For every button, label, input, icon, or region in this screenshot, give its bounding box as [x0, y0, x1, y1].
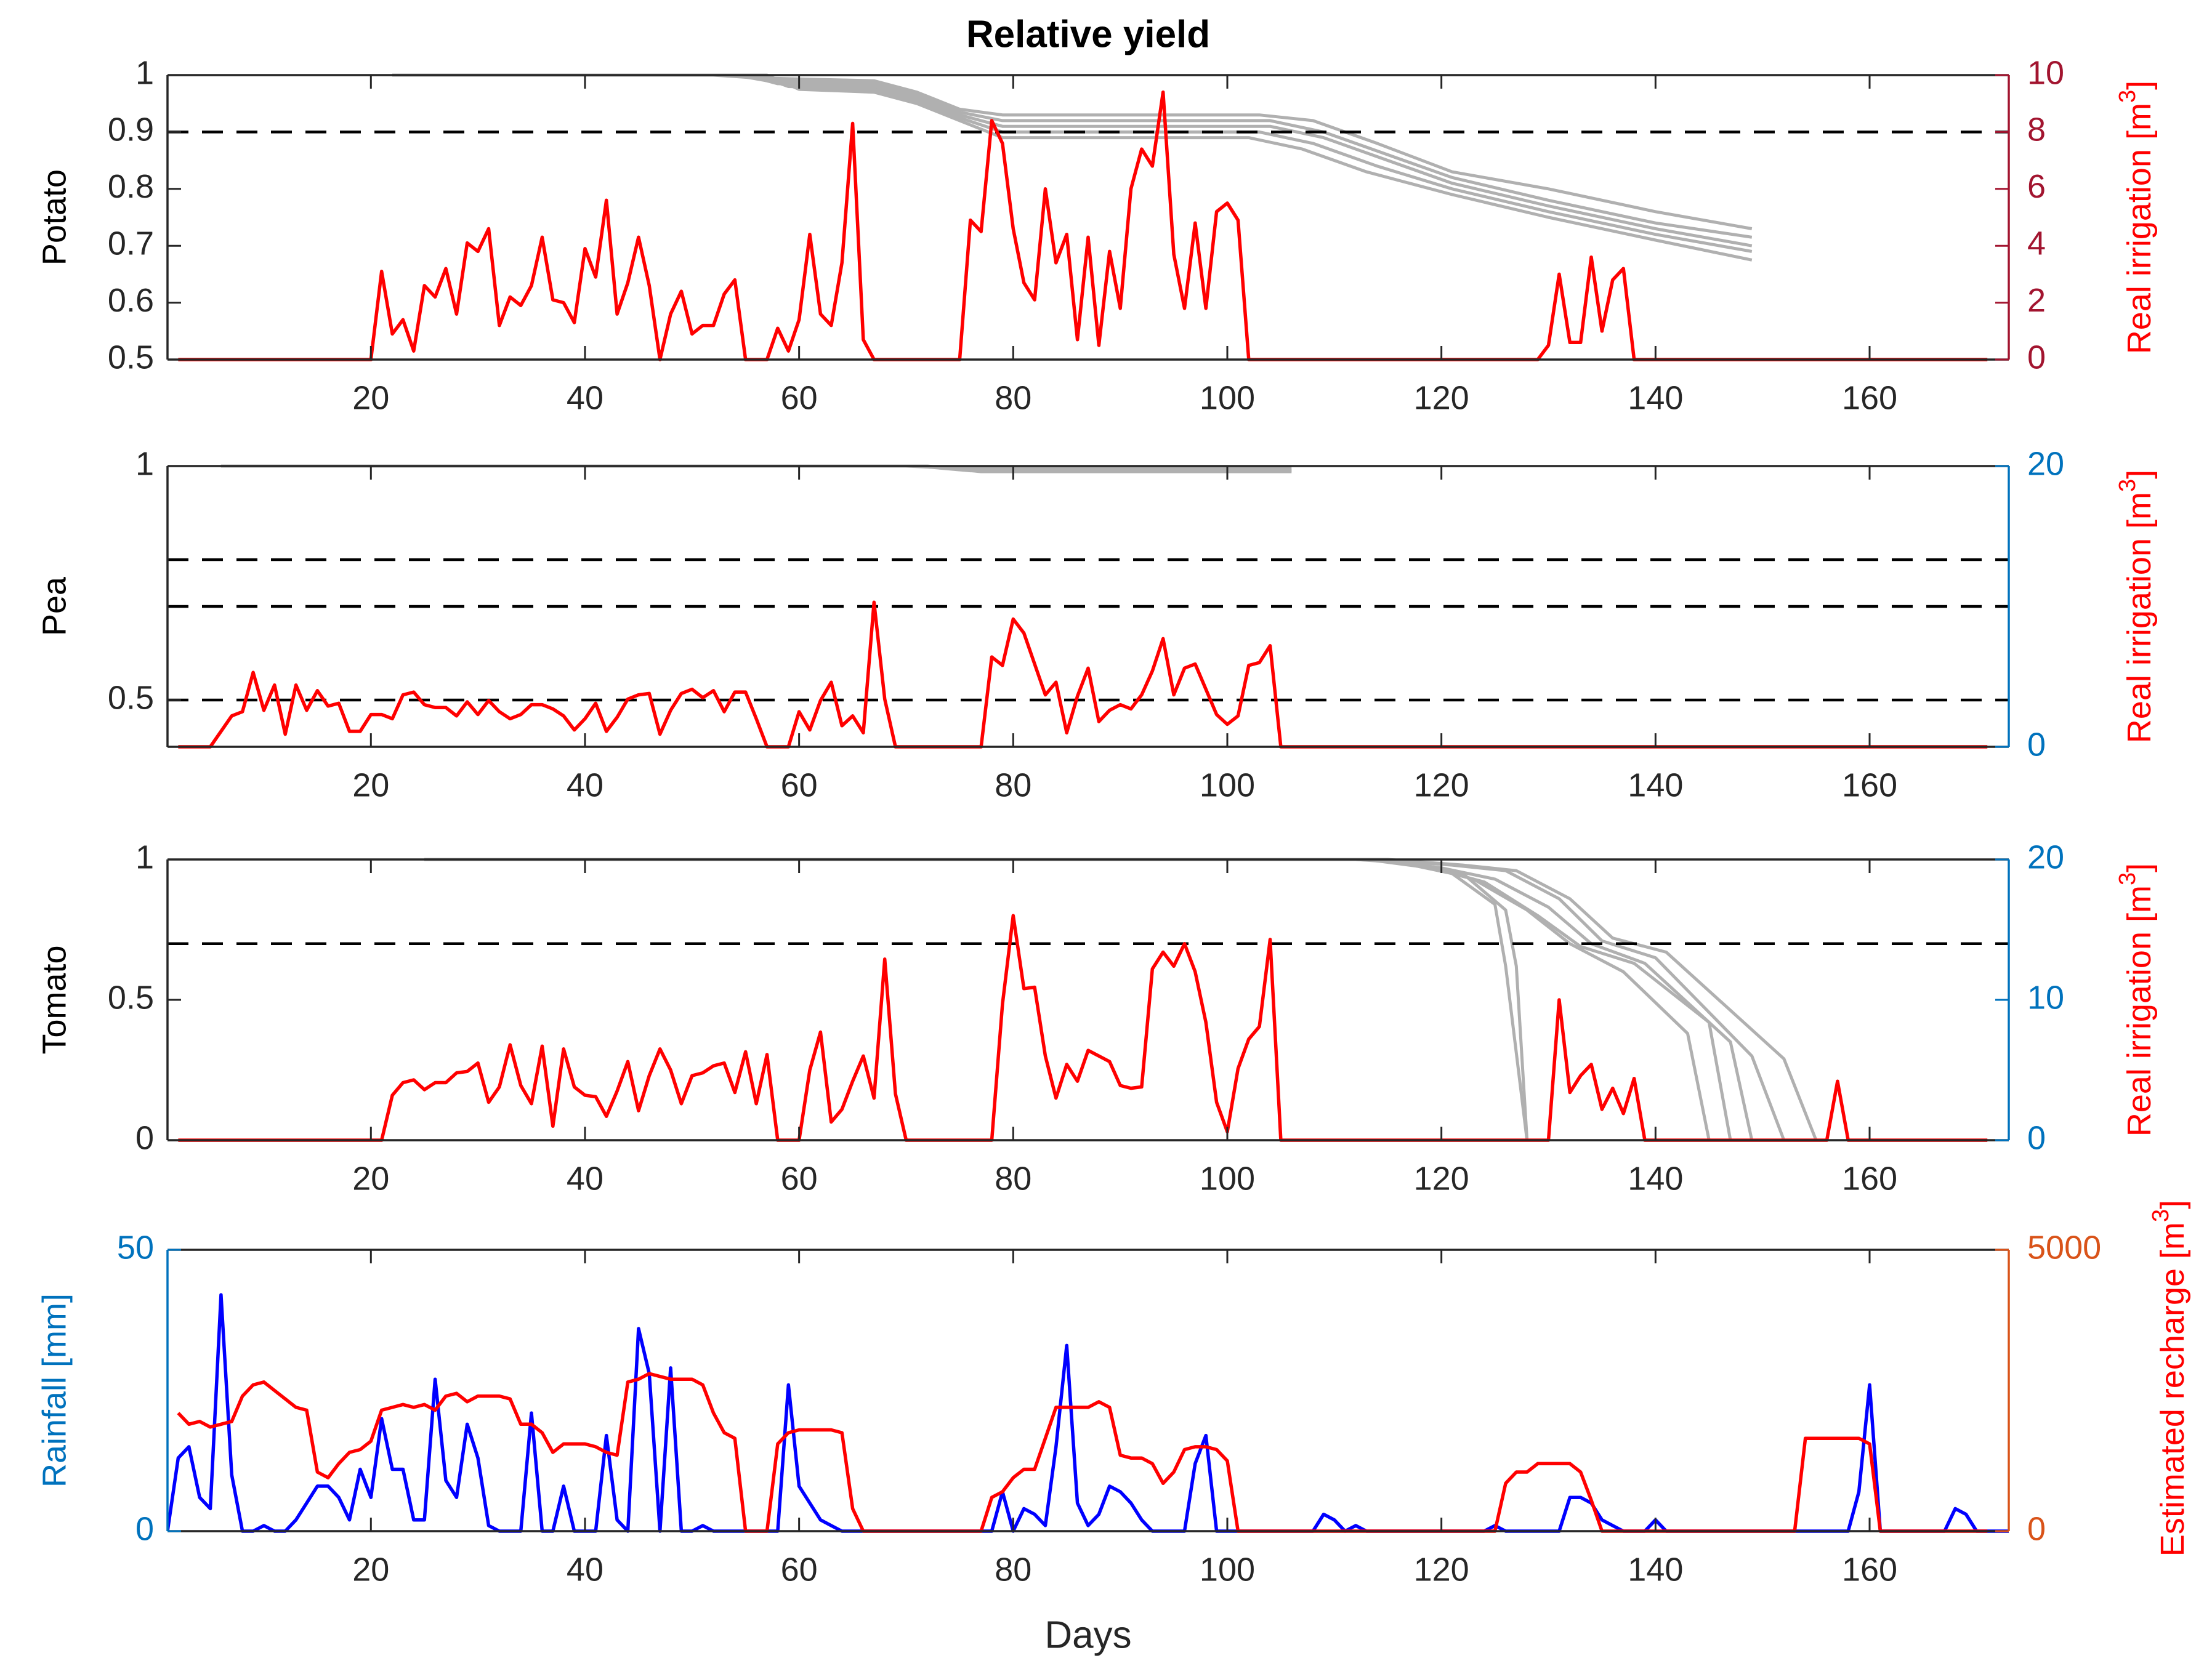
recharge-line [177, 1372, 1988, 1533]
x-tick-label: 40 [567, 1551, 603, 1588]
x-tick-label: 80 [995, 1551, 1031, 1588]
y2-tick-label: 8 [2027, 111, 2046, 148]
x-tick-label: 80 [995, 379, 1031, 416]
x-tick-label: 80 [995, 767, 1031, 803]
y2-axis-label: Real irrigation [m3] [2115, 863, 2158, 1137]
yield-curve-4 [392, 73, 1753, 253]
panel-2: 20 40 60 80 100 120 140 160 0.5 1 0 20 Pea Real irrig… [36, 445, 2158, 803]
y2-tick-label: 6 [2027, 168, 2046, 205]
x-tick-label: 40 [567, 379, 603, 416]
x-tick-label: 160 [1842, 379, 1897, 416]
y-tick-label: 0.7 [108, 225, 154, 262]
y2-tick-label: 0 [2027, 339, 2046, 376]
x-axis-label: Days [1044, 1614, 1131, 1656]
x-tick-label: 160 [1842, 1160, 1897, 1197]
y-tick-label: 0.9 [108, 111, 154, 148]
x-tick-label: 100 [1200, 767, 1255, 803]
x-tick-label: 140 [1628, 1551, 1683, 1588]
yield-curve-6 [424, 858, 1786, 1141]
panel-4: 20 40 60 80 100 120 140 160 0 50 0 5000 Rainfall [mm… [36, 1200, 2191, 1588]
x-tick-label: 40 [567, 1160, 603, 1197]
y2-tick-label: 10 [2027, 979, 2064, 1016]
y2-tick-label: 20 [2027, 839, 2064, 875]
y-tick-label: 1 [135, 445, 154, 482]
y2-axis-label: Estimated recharge [m3] [2148, 1200, 2191, 1556]
y-tick-label: 0.5 [108, 339, 154, 376]
yield-curve-2 [392, 73, 1753, 239]
y2-axis-label: Real irrigation [m3] [2115, 81, 2158, 354]
x-tick-label: 120 [1414, 767, 1469, 803]
chart-title: Relative yield [966, 13, 1210, 55]
irrigation-line [178, 600, 1988, 749]
yield-curve-2 [424, 858, 1529, 1141]
x-tick-label: 100 [1200, 1160, 1255, 1197]
y-axis-label: Tomato [36, 945, 73, 1054]
x-tick-label: 60 [781, 767, 818, 803]
x-tick-label: 60 [781, 1160, 818, 1197]
x-tick-label: 60 [781, 379, 818, 416]
y-tick-label: 0.6 [108, 282, 154, 319]
x-tick-label: 160 [1842, 1551, 1897, 1588]
y-tick-label: 0 [135, 1510, 154, 1547]
yield-curve-7 [424, 858, 1818, 1141]
y-tick-label: 1 [135, 839, 154, 875]
y2-tick-label: 20 [2027, 445, 2064, 482]
y-axis-label: Rainfall [mm] [36, 1294, 73, 1487]
y2-tick-label: 2 [2027, 282, 2046, 319]
x-tick-label: 120 [1414, 379, 1469, 416]
y2-tick-label: 0 [2027, 1119, 2046, 1156]
y-tick-label: 0.5 [108, 979, 154, 1016]
y-tick-label: 50 [117, 1229, 154, 1266]
yield-curve-5 [392, 73, 1753, 262]
x-tick-label: 120 [1414, 1551, 1469, 1588]
y-axis-label: Pea [36, 576, 73, 636]
irrigation-line [178, 914, 1988, 1142]
x-tick-label: 60 [781, 1551, 818, 1588]
x-tick-label: 20 [352, 767, 389, 803]
y-axis-label: Potato [36, 169, 73, 265]
y2-tick-label: 10 [2027, 54, 2064, 91]
y2-tick-label: 0 [2027, 726, 2046, 763]
x-tick-label: 20 [352, 379, 389, 416]
y-tick-label: 0.8 [108, 168, 154, 205]
irrigation-line [178, 90, 1988, 361]
y2-tick-label: 5000 [2027, 1229, 2101, 1266]
rainfall-line [168, 1293, 2009, 1533]
x-tick-label: 160 [1842, 767, 1897, 803]
y-tick-label: 1 [135, 54, 154, 91]
yield-curve-1 [424, 858, 1529, 1141]
y-tick-label: 0.5 [108, 679, 154, 716]
x-tick-label: 100 [1200, 1551, 1255, 1588]
x-tick-label: 80 [995, 1160, 1031, 1197]
x-tick-label: 140 [1628, 379, 1683, 416]
panel-1: 20 40 60 80 100 120 140 1600.50.60.70.80.910246… [36, 54, 2158, 416]
x-tick-label: 100 [1200, 379, 1255, 416]
x-tick-label: 20 [352, 1160, 389, 1197]
x-tick-label: 140 [1628, 1160, 1683, 1197]
x-tick-label: 120 [1414, 1160, 1469, 1197]
x-tick-label: 40 [567, 767, 603, 803]
y2-axis-label: Real irrigation [m3] [2115, 470, 2158, 743]
y-tick-label: 0 [135, 1119, 154, 1156]
x-tick-label: 20 [352, 1551, 389, 1588]
y2-tick-label: 0 [2027, 1510, 2046, 1547]
x-tick-label: 140 [1628, 767, 1683, 803]
yield-curve-3 [392, 73, 1753, 247]
y2-tick-label: 4 [2027, 225, 2046, 262]
